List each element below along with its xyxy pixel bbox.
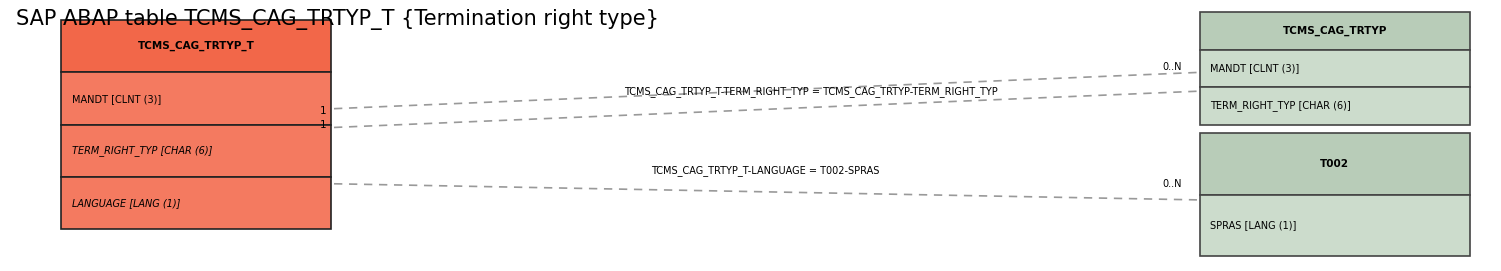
Text: LANGUAGE [LANG (1)]: LANGUAGE [LANG (1)] [72,198,180,208]
Text: TCMS_CAG_TRTYP_T-LANGUAGE = T002-SPRAS: TCMS_CAG_TRTYP_T-LANGUAGE = T002-SPRAS [651,165,880,176]
Text: 0..N: 0..N [1162,62,1181,72]
FancyBboxPatch shape [1199,50,1469,87]
FancyBboxPatch shape [1199,195,1469,256]
Text: TCMS_CAG_TRTYP_T: TCMS_CAG_TRTYP_T [138,41,255,51]
Text: 1: 1 [320,120,327,130]
Text: MANDT [CLNT (3)]: MANDT [CLNT (3)] [72,93,161,104]
Text: TERM_RIGHT_TYP [CHAR (6)]: TERM_RIGHT_TYP [CHAR (6)] [72,146,212,156]
Text: T002: T002 [1321,159,1349,169]
FancyBboxPatch shape [1199,133,1469,195]
Text: SAP ABAP table TCMS_CAG_TRTYP_T {Termination right type}: SAP ABAP table TCMS_CAG_TRTYP_T {Termina… [17,9,659,30]
Text: 0..N: 0..N [1162,179,1181,189]
Text: MANDT [CLNT (3)]: MANDT [CLNT (3)] [1210,63,1300,73]
Text: 1: 1 [320,106,327,116]
FancyBboxPatch shape [62,125,332,177]
FancyBboxPatch shape [62,20,332,72]
Text: SPRAS [LANG (1)]: SPRAS [LANG (1)] [1210,220,1297,230]
Text: TCMS_CAG_TRTYP: TCMS_CAG_TRTYP [1283,26,1387,36]
FancyBboxPatch shape [1199,87,1469,125]
FancyBboxPatch shape [1199,12,1469,50]
Text: TERM_RIGHT_TYP [CHAR (6)]: TERM_RIGHT_TYP [CHAR (6)] [1210,101,1351,111]
FancyBboxPatch shape [62,177,332,229]
FancyBboxPatch shape [62,72,332,125]
Text: TCMS_CAG_TRTYP_T-TERM_RIGHT_TYP = TCMS_CAG_TRTYP-TERM_RIGHT_TYP: TCMS_CAG_TRTYP_T-TERM_RIGHT_TYP = TCMS_C… [623,86,997,97]
